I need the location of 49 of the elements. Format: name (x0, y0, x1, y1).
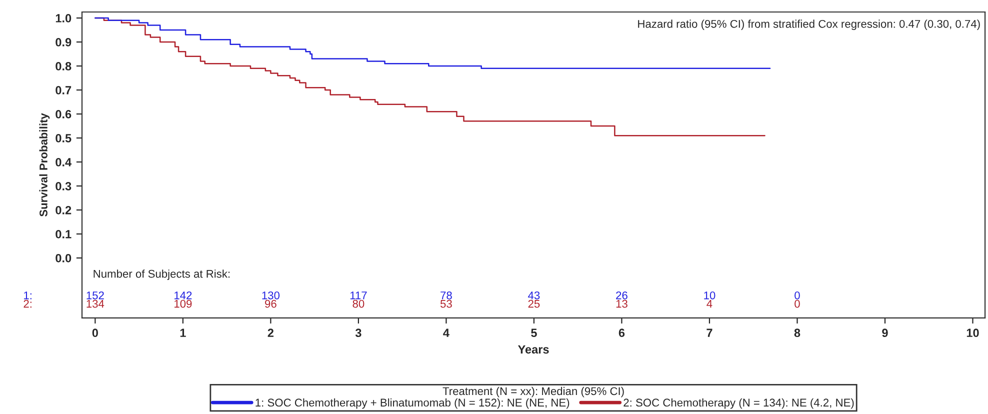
y-tick-label: 0.8 (56, 62, 72, 70)
y-tick-label: 0.9 (56, 38, 72, 46)
y-tick-label: 0.4 (56, 158, 72, 166)
annotation: 130 (262, 291, 280, 300)
annotation: 0 (794, 291, 800, 300)
y-tick-label: 0.3 (56, 182, 72, 190)
text: 2: (24, 300, 32, 308)
y-tick-label: 0.5 (56, 134, 72, 142)
legend-label: 1: SOC Chemotherapy + Blinatumomab (N = 152): NE (NE, NE) (256, 398, 570, 409)
annotation: 4 (706, 300, 712, 308)
annotation: 152 (86, 291, 104, 300)
annotation: 0 (794, 300, 800, 308)
x-tick-label: 3 (355, 328, 362, 338)
y-tick-label: 0.0 (56, 254, 72, 262)
x-axis-title: Years (518, 345, 549, 354)
x-tick-label: 2 (268, 328, 274, 337)
text: 1: (24, 292, 32, 300)
y-tick-label: 0.2 (56, 206, 72, 214)
annotation: 96 (265, 300, 276, 308)
annotation: 53 (440, 300, 452, 308)
annotation: 10 (704, 291, 716, 300)
x-tick-label: 10 (966, 328, 979, 338)
annotation: 80 (352, 300, 364, 308)
x-tick-label: 9 (882, 328, 888, 338)
annotation: 142 (174, 291, 192, 300)
y-tick-label: 1.0 (56, 14, 72, 22)
y-tick-label: 0.6 (56, 110, 72, 118)
annotation: 134 (86, 300, 104, 308)
x-tick-label: 5 (531, 328, 537, 338)
x-tick-label: 7 (706, 328, 712, 337)
x-tick-label: 0 (92, 328, 98, 338)
x-tick-label: 4 (443, 328, 450, 337)
y-axis-title: Survival Probability (39, 113, 50, 217)
legend-label: 2: SOC Chemotherapy (N = 134): NE (4.2, NE) (624, 398, 854, 409)
annotation: 117 (350, 292, 367, 300)
legend-title: Treatment (N = xx): Median (95% CI) (442, 386, 624, 398)
annotation: 25 (528, 300, 540, 308)
y-tick-label: 0.7 (56, 86, 72, 94)
annotation: 26 (616, 291, 628, 300)
annotation: 78 (440, 291, 452, 300)
annotation: 43 (528, 291, 540, 300)
x-tick-label: 1 (180, 328, 186, 337)
x-tick-label: 6 (618, 328, 625, 338)
annotation: Hazard ratio (95% CI) from stratified Cox regression: 0.47 (0.30, 0.74) (638, 20, 980, 30)
y-tick-label: 0.1 (56, 230, 72, 238)
annotation: 13 (616, 300, 628, 308)
x-tick-label: 8 (794, 328, 800, 338)
annotation: 109 (174, 300, 192, 308)
annotation: Number of Subjects at Risk: (94, 270, 230, 280)
